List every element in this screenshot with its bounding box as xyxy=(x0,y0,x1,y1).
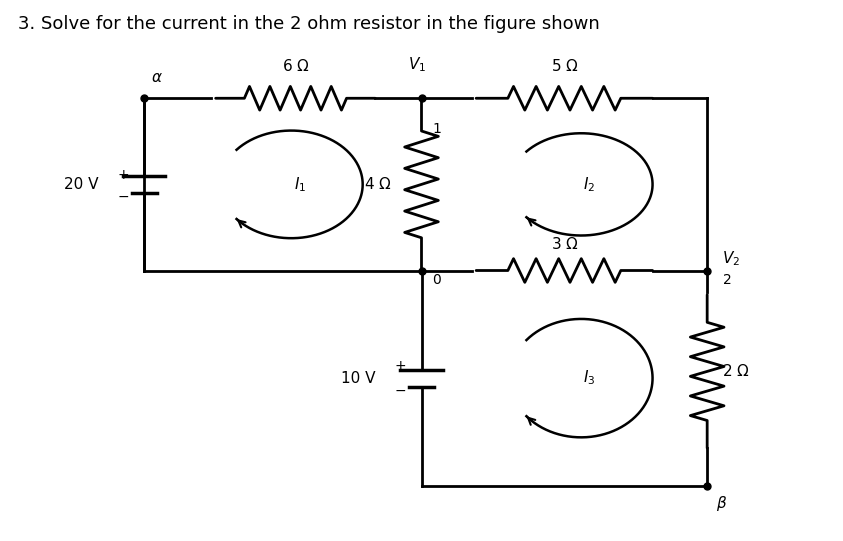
Text: $V_1$: $V_1$ xyxy=(408,55,427,74)
Text: $V_2$: $V_2$ xyxy=(722,249,740,268)
Text: 2 $\Omega$: 2 $\Omega$ xyxy=(722,364,750,379)
Text: 3. Solve for the current in the 2 ohm resistor in the figure shown: 3. Solve for the current in the 2 ohm re… xyxy=(19,15,600,33)
Text: +: + xyxy=(117,168,129,182)
Text: $2$: $2$ xyxy=(722,273,732,287)
Text: $I_2$: $I_2$ xyxy=(583,175,596,194)
Text: 10 V: 10 V xyxy=(341,371,375,386)
Text: 5 $\Omega$: 5 $\Omega$ xyxy=(550,58,578,74)
Text: $I_3$: $I_3$ xyxy=(583,369,596,387)
Text: $\alpha$: $\alpha$ xyxy=(151,70,163,85)
Text: 3 $\Omega$: 3 $\Omega$ xyxy=(550,236,578,252)
Text: $1$: $1$ xyxy=(432,122,441,136)
Text: $I_1$: $I_1$ xyxy=(293,175,306,194)
Text: 6 $\Omega$: 6 $\Omega$ xyxy=(282,58,309,74)
Text: 20 V: 20 V xyxy=(63,177,98,192)
Text: $-$: $-$ xyxy=(117,189,129,203)
Text: +: + xyxy=(395,359,406,373)
Text: $\beta$: $\beta$ xyxy=(716,494,727,513)
Text: $-$: $-$ xyxy=(395,383,406,397)
Text: $0$: $0$ xyxy=(432,273,442,287)
Text: 4 $\Omega$: 4 $\Omega$ xyxy=(364,176,392,193)
